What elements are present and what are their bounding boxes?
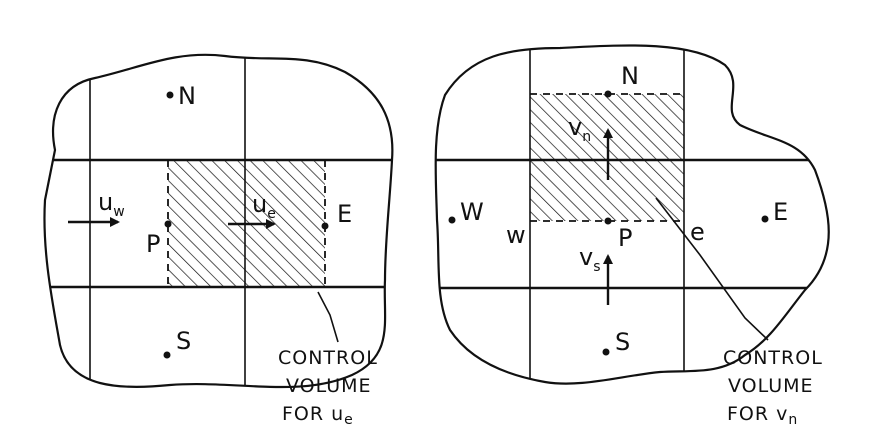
left-node-e [321,222,329,230]
right-panel: N W w P e E S vn vs CONTROL VOLUME FOR v… [434,44,830,428]
left-node-s [163,351,171,359]
left-label-p: P [146,230,160,258]
left-leader-line [317,291,339,343]
right-label-n: N [621,62,639,90]
right-label-w: W [460,198,484,226]
right-leader-line [655,197,769,341]
svg-text:CONTROL: CONTROL [723,347,823,369]
right-node-n [604,90,612,98]
right-node-p [604,217,612,225]
left-node-n [166,91,174,99]
left-domain-boundary [43,53,394,389]
right-label-vn: vn [568,113,591,145]
svg-text:FOR vn: FOR vn [727,403,798,428]
svg-text:FOR ue: FOR ue [282,403,354,428]
left-label-uw: uw [98,188,125,220]
right-caption: CONTROL VOLUME FOR vn [723,347,823,428]
right-label-vs: vs [579,243,601,275]
right-label-e: E [773,198,788,226]
right-face-w: w [506,221,526,249]
left-label-e: E [337,200,352,228]
right-face-e: e [690,218,705,246]
left-panel: N P E S uw ue CONTROL VOLUME FOR ue [43,53,394,428]
left-node-p [164,220,172,228]
right-node-e [761,215,769,223]
right-node-s [602,348,610,356]
left-label-s: S [176,327,191,355]
left-label-n: N [178,82,196,110]
right-label-p: P [618,224,632,252]
svg-text:VOLUME: VOLUME [286,375,372,397]
svg-text:VOLUME: VOLUME [728,375,814,397]
right-label-s: S [615,328,630,356]
left-label-ue: ue [252,190,276,222]
right-grid [435,45,829,384]
svg-text:CONTROL: CONTROL [278,347,378,369]
right-node-w [448,216,456,224]
left-caption: CONTROL VOLUME FOR ue [278,347,378,428]
right-domain-boundary [434,44,830,385]
